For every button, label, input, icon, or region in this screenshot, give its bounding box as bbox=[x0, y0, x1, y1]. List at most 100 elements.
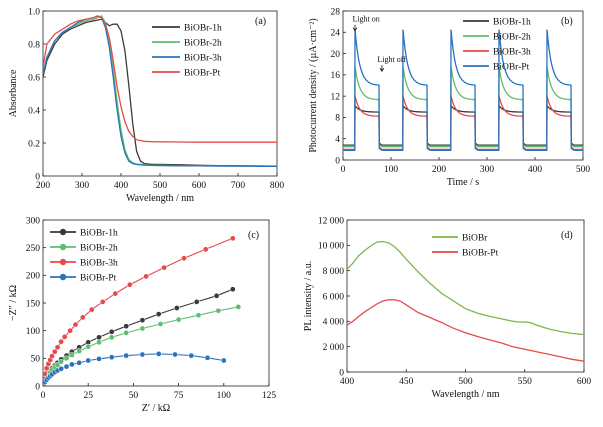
data-point bbox=[58, 365, 64, 372]
y-tick-label: 0 bbox=[35, 382, 40, 392]
data-point bbox=[99, 299, 106, 305]
data-point bbox=[108, 354, 115, 361]
data-point bbox=[61, 333, 68, 340]
data-point bbox=[112, 290, 119, 297]
data-point bbox=[126, 281, 133, 288]
x-tick-label: 500 bbox=[153, 181, 168, 191]
legend-marker bbox=[59, 273, 67, 281]
series-line-biobr-pt bbox=[347, 299, 584, 362]
legend-entry: BiOBr-Pt bbox=[184, 69, 221, 79]
data-point bbox=[67, 327, 73, 334]
y-tick-label: 0 bbox=[335, 156, 340, 166]
legend-entry: BiOBr-3h bbox=[493, 48, 531, 58]
data-layer bbox=[43, 15, 277, 167]
x-tick-label: 25 bbox=[83, 391, 93, 401]
legend-entry: BiOBr-1h bbox=[80, 229, 118, 239]
panel-label: (a) bbox=[255, 16, 266, 27]
y-axis-label: −Z″ / kΩ bbox=[8, 285, 19, 321]
legend-entry: BiOBr-1h bbox=[493, 18, 531, 28]
data-point bbox=[54, 362, 61, 368]
x-tick-label: 0 bbox=[41, 391, 46, 401]
x-tick-label: 0 bbox=[341, 165, 346, 175]
legend-entry: BiOBr-3h bbox=[184, 54, 222, 64]
panel-label: (d) bbox=[561, 230, 573, 241]
x-tick-label: 125 bbox=[262, 391, 277, 401]
series-line-biobr-pt bbox=[343, 29, 583, 152]
y-tick-label: 200 bbox=[26, 272, 41, 282]
data-point bbox=[88, 306, 95, 313]
plot-frame bbox=[42, 10, 278, 177]
data-point bbox=[139, 351, 146, 358]
data-point bbox=[123, 330, 130, 336]
series-line-biobr-pt bbox=[43, 15, 277, 143]
x-axis-label: Time / s bbox=[447, 177, 480, 188]
data-point bbox=[235, 304, 242, 310]
x-tick-label: 400 bbox=[528, 165, 543, 175]
data-point bbox=[63, 363, 70, 370]
data-point bbox=[173, 305, 180, 311]
data-point bbox=[188, 352, 195, 359]
data-point bbox=[181, 255, 187, 262]
x-tick-label: 100 bbox=[217, 391, 232, 401]
x-tick-label: 700 bbox=[231, 181, 246, 191]
data-point bbox=[76, 348, 83, 354]
y-tick-label: 8 bbox=[335, 114, 340, 124]
x-tick-label: 600 bbox=[192, 181, 207, 191]
y-tick-label: 250 bbox=[26, 244, 41, 254]
data-point bbox=[139, 325, 146, 332]
y-tick-label: 2 000 bbox=[323, 343, 345, 353]
data-point bbox=[220, 357, 227, 364]
data-layer bbox=[343, 29, 583, 152]
x-tick-label: 75 bbox=[174, 391, 184, 401]
data-point bbox=[229, 235, 236, 242]
data-point bbox=[108, 334, 115, 341]
y-tick-label: 0.6 bbox=[28, 73, 40, 83]
data-point bbox=[175, 316, 182, 323]
x-tick-label: 300 bbox=[480, 165, 495, 175]
data-point bbox=[96, 334, 102, 341]
legend-entry: BiOBr-Pt bbox=[493, 63, 530, 73]
y-tick-label: 100 bbox=[26, 327, 41, 337]
x-tick-label: 450 bbox=[399, 377, 414, 387]
data-point bbox=[123, 323, 130, 330]
y-tick-label: 16 bbox=[331, 71, 341, 81]
x-tick-label: 500 bbox=[458, 377, 473, 387]
series-line-biobr-3h bbox=[343, 95, 583, 151]
legend-entry: BiOBr-2h bbox=[80, 244, 118, 254]
data-point bbox=[69, 361, 75, 368]
data-point bbox=[96, 356, 102, 362]
x-tick-label: 500 bbox=[576, 165, 591, 175]
y-tick-label: 0 bbox=[35, 172, 40, 182]
x-tick-label: 50 bbox=[129, 391, 139, 401]
x-axis-label: Wavelength / nm bbox=[431, 389, 499, 400]
y-tick-label: 28 bbox=[331, 7, 341, 17]
x-tick-label: 200 bbox=[36, 181, 51, 191]
legend-entry: BiOBr-2h bbox=[493, 33, 531, 43]
data-point bbox=[215, 307, 222, 314]
y-tick-label: 4 000 bbox=[323, 318, 345, 328]
plot-frame bbox=[342, 10, 584, 161]
legend-marker bbox=[59, 258, 67, 266]
annotation-arrow bbox=[379, 65, 385, 73]
data-point bbox=[195, 312, 202, 319]
data-point bbox=[85, 357, 92, 364]
x-tick-label: 550 bbox=[518, 377, 533, 387]
data-point bbox=[172, 351, 178, 358]
y-tick-label: 1.0 bbox=[28, 7, 40, 17]
legend-entry: BiOBr bbox=[462, 234, 488, 244]
y-tick-label: 4 bbox=[335, 135, 340, 145]
y-tick-label: 20 bbox=[331, 50, 341, 60]
data-point bbox=[204, 354, 211, 361]
y-tick-label: 6 000 bbox=[323, 292, 345, 302]
chart-panel-3: 0 25 50 75 100 125 0 50 100 150 200 250 300 Z′ / kΩ −Z… bbox=[8, 216, 276, 414]
data-layer bbox=[347, 240, 584, 362]
y-tick-label: 0.8 bbox=[28, 40, 40, 50]
series-line-biobr-2h bbox=[43, 15, 277, 167]
y-axis-label: PL intensity / a.u. bbox=[303, 261, 314, 331]
data-point bbox=[108, 328, 115, 335]
series-line-biobr-1h bbox=[343, 103, 583, 146]
y-tick-label: 0.2 bbox=[28, 139, 40, 149]
data-point bbox=[193, 299, 200, 305]
series-line-biobr-pt bbox=[43, 353, 224, 385]
